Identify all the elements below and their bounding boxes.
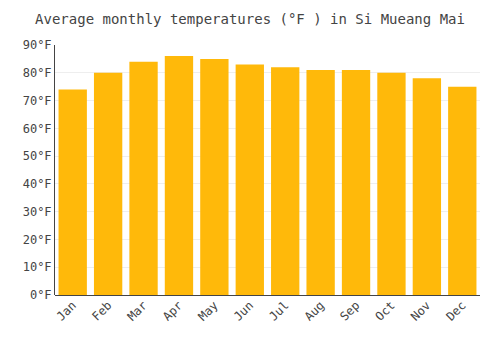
- svg-text:60°F: 60°F: [23, 122, 52, 136]
- svg-text:30°F: 30°F: [23, 205, 52, 219]
- svg-text:70°F: 70°F: [23, 94, 52, 108]
- svg-text:80°F: 80°F: [23, 66, 52, 80]
- svg-text:Oct: Oct: [373, 298, 398, 323]
- svg-text:Jan: Jan: [54, 298, 79, 323]
- svg-text:0°F: 0°F: [30, 288, 52, 302]
- svg-text:Jul: Jul: [266, 298, 291, 323]
- svg-text:Apr: Apr: [160, 298, 185, 323]
- svg-text:Mar: Mar: [125, 298, 150, 323]
- svg-text:Aug: Aug: [302, 298, 327, 323]
- svg-text:40°F: 40°F: [23, 177, 52, 191]
- svg-text:10°F: 10°F: [23, 260, 52, 274]
- svg-text:Average monthly temperatures (: Average monthly temperatures (°F ) in Si…: [35, 11, 465, 27]
- svg-text:Sep: Sep: [337, 298, 362, 323]
- svg-text:50°F: 50°F: [23, 149, 52, 163]
- svg-text:20°F: 20°F: [23, 233, 52, 247]
- svg-text:90°F: 90°F: [23, 38, 52, 52]
- svg-text:Feb: Feb: [89, 298, 114, 323]
- svg-text:Jun: Jun: [231, 298, 256, 323]
- svg-text:May: May: [196, 298, 221, 323]
- svg-text:Dec: Dec: [443, 298, 468, 323]
- svg-text:Nov: Nov: [408, 298, 433, 323]
